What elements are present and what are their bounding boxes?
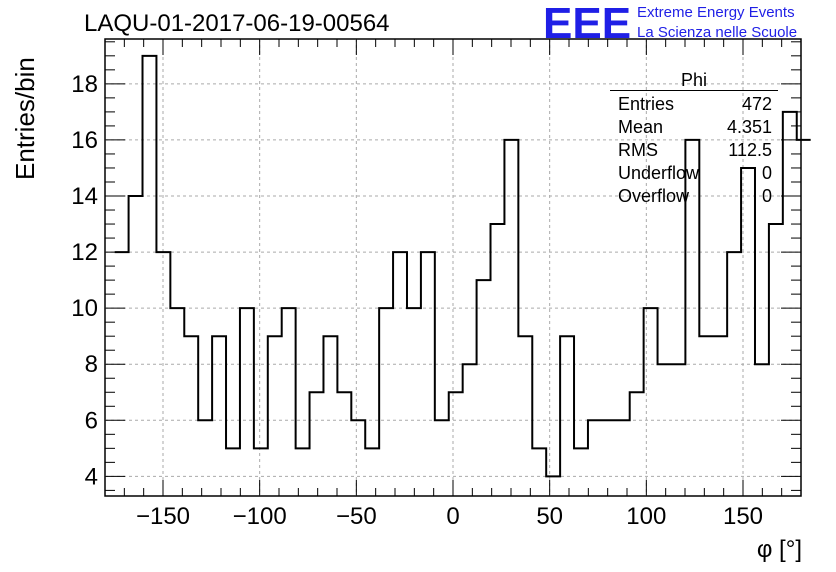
y-tick-label: 8 <box>85 351 98 378</box>
stats-box: Phi Entries 472 Mean 4.351 RMS 112.5 Underf… <box>610 70 778 208</box>
stats-value: 112.5 <box>728 140 772 160</box>
histogram-bin <box>769 224 783 496</box>
stats-row-overflow: Overflow 0 <box>610 185 778 208</box>
histogram-bin <box>546 476 560 496</box>
stats-row-mean: Mean 4.351 <box>610 116 778 139</box>
stats-value: 4.351 <box>726 117 772 137</box>
x-tick-label: −100 <box>233 503 287 530</box>
histogram-bin <box>129 196 143 496</box>
histogram-bin <box>588 420 602 496</box>
histogram-bin <box>226 448 240 496</box>
histogram-bin <box>504 140 518 496</box>
histogram-bin <box>560 336 574 496</box>
histogram-bin <box>463 364 477 496</box>
histogram-bin <box>240 308 254 496</box>
x-tick-label: 150 <box>723 503 763 530</box>
axis-ticks <box>104 39 802 496</box>
stats-label: RMS <box>618 140 658 160</box>
histogram-bin <box>268 336 282 496</box>
x-tick-label: 50 <box>536 503 563 530</box>
histogram-bin <box>115 252 129 496</box>
histogram-bin <box>671 364 685 496</box>
histogram-bin <box>184 336 198 496</box>
histogram-bin <box>156 252 170 496</box>
stats-row-entries: Entries 472 <box>610 93 778 116</box>
stats-label: Underflow <box>618 163 700 183</box>
histogram-bin <box>310 392 324 496</box>
histogram-bin <box>143 56 157 496</box>
y-tick-label: 16 <box>71 127 98 154</box>
stats-label: Entries <box>618 94 675 114</box>
logo-line-2: La Scienza nelle Scuole <box>637 24 798 41</box>
x-tick-label: −50 <box>336 503 377 530</box>
stats-label: Mean <box>618 117 664 137</box>
histogram-bin <box>532 448 546 496</box>
histogram-bin <box>212 336 226 496</box>
x-tick-label: −150 <box>136 503 190 530</box>
stats-value: 0 <box>761 163 772 183</box>
histogram-bin <box>727 252 741 496</box>
y-tick-label: 18 <box>71 71 98 98</box>
histogram-bin <box>393 252 407 496</box>
histogram-bin <box>491 224 505 496</box>
histogram-outline <box>114 54 811 478</box>
stats-label: Overflow <box>618 186 690 206</box>
histogram-bin <box>699 336 713 496</box>
histogram-bin <box>323 336 337 496</box>
histogram-bin <box>713 336 727 496</box>
histogram-bin <box>421 252 435 496</box>
histogram-bin <box>365 448 379 496</box>
histogram-bin <box>351 420 365 496</box>
histogram-bins <box>114 54 811 496</box>
histogram-bin <box>755 364 769 496</box>
histogram-bin <box>630 392 644 496</box>
histogram-bin <box>435 420 449 496</box>
histogram-bin <box>741 168 755 496</box>
histogram-bin <box>602 420 616 496</box>
histogram-bin <box>282 308 296 496</box>
x-tick-label: 0 <box>446 503 459 530</box>
grid-lines <box>105 39 801 496</box>
histogram-bin <box>616 420 630 496</box>
histogram-bin <box>337 392 351 496</box>
histogram-bin <box>783 112 797 496</box>
histogram-bin <box>407 308 421 496</box>
stats-value: 472 <box>741 94 772 114</box>
histogram-bin <box>644 308 658 496</box>
histogram-bin <box>574 448 588 496</box>
stats-value: 0 <box>761 186 772 206</box>
histogram-bin <box>449 392 463 496</box>
histogram-bin <box>198 420 212 496</box>
logo-line-1: Extreme Energy Events <box>637 4 795 21</box>
histogram-bin <box>254 448 268 496</box>
stats-row-underflow: Underflow 0 <box>610 162 778 185</box>
x-axis-label: φ [°] <box>756 536 802 563</box>
histogram-bin <box>170 308 184 496</box>
plot-title: LAQU-01-2017-06-19-00564 <box>84 10 390 37</box>
histogram-bin <box>797 140 811 496</box>
y-tick-label: 12 <box>71 239 98 266</box>
stats-row-rms: RMS 112.5 <box>610 139 778 162</box>
histogram-bin <box>518 336 532 496</box>
histogram-bin <box>296 448 310 496</box>
histogram-bin <box>477 280 491 496</box>
histogram-bin <box>379 308 393 496</box>
x-tick-label: 100 <box>626 503 666 530</box>
stats-name: Phi <box>610 70 778 91</box>
eee-logo: EEE <box>543 0 632 48</box>
y-tick-label: 4 <box>85 463 98 490</box>
y-tick-label: 6 <box>85 407 98 434</box>
y-axis-label: Entries/bin <box>10 57 40 180</box>
y-tick-label: 14 <box>71 183 98 210</box>
tick-labels: −150 −100 −50 0 50 100 150 4 6 8 10 12 14 16 18 <box>71 71 763 530</box>
histogram-bin <box>658 364 672 496</box>
y-tick-label: 10 <box>71 295 98 322</box>
